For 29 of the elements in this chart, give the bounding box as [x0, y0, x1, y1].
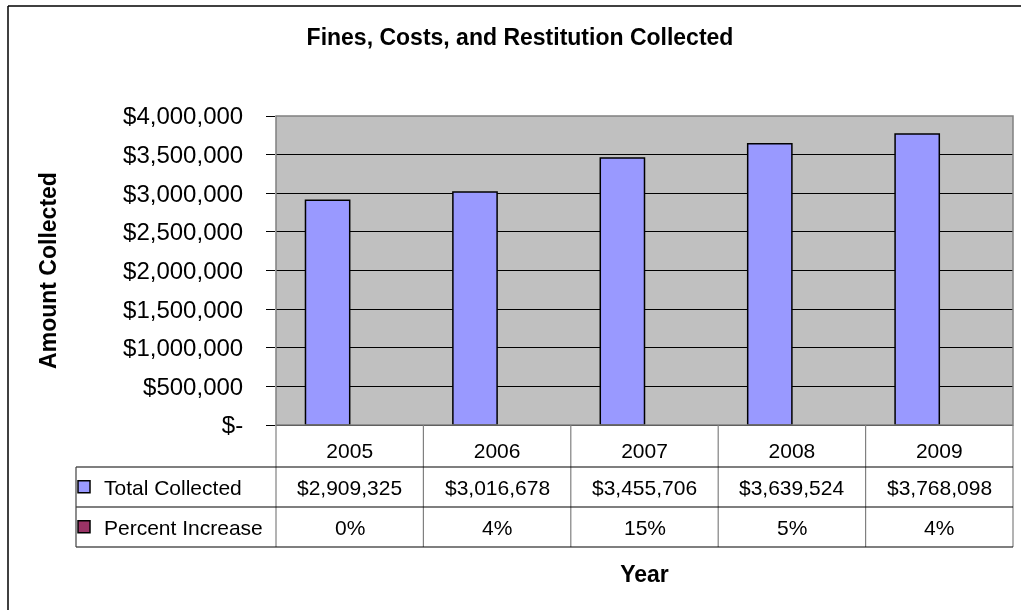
x-tick-label: 2007 [621, 439, 668, 463]
x-tick-label: 2005 [326, 439, 374, 463]
data-label: $3,768,098 [887, 476, 993, 499]
y-tick-label: $4,000,000 [123, 102, 244, 130]
y-tick-label: $3,500,000 [123, 141, 244, 169]
text: 15% [624, 516, 667, 539]
data-label: $3,639,524 [739, 476, 845, 499]
y-tick-label: $500,000 [143, 372, 244, 400]
legend-label: Total Collected [104, 475, 242, 499]
legend-label: Percent Increase [104, 515, 263, 539]
y-tick-label: $2,500,000 [123, 218, 244, 246]
y-tick-label: $- [221, 411, 244, 439]
text: 5% [777, 516, 808, 539]
y-tick-label: $1,500,000 [123, 295, 244, 323]
x-axis-title: Year [620, 560, 669, 587]
text: 4% [924, 516, 955, 539]
y-tick-label: $1,000,000 [123, 334, 244, 362]
data-label: $2,909,325 [297, 476, 403, 499]
x-tick-label: 2008 [768, 439, 816, 463]
y-tick-label: $2,000,000 [123, 256, 244, 284]
data-label: $3,455,706 [592, 476, 698, 499]
text: 0% [335, 516, 366, 539]
y-tick-label: $3,000,000 [123, 179, 244, 207]
y-axis-title: Amount Collected [34, 172, 61, 369]
chart-title: Fines, Costs, and Restitution Collected [306, 24, 734, 51]
text: 4% [482, 516, 513, 539]
x-tick-label: 2006 [473, 439, 521, 463]
data-label: $3,016,678 [445, 476, 551, 499]
x-tick-label: 2009 [915, 439, 963, 463]
